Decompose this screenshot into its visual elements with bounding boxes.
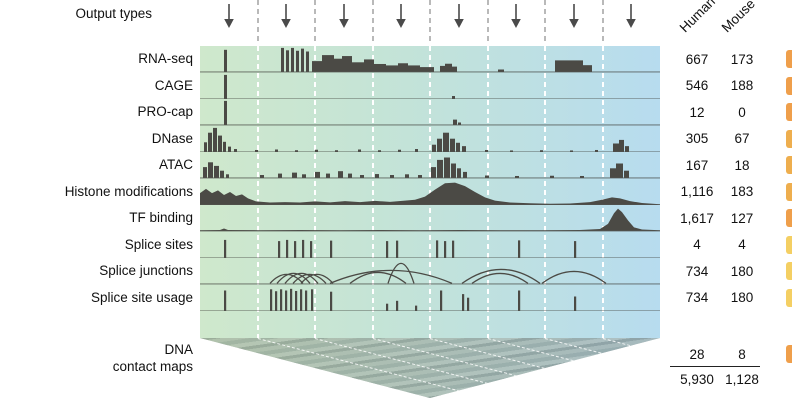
total-human: 5,930 <box>680 372 714 387</box>
track-tf-binding <box>200 208 660 232</box>
mouse-count: 180 <box>730 263 754 279</box>
down-arrow-icon <box>511 4 522 28</box>
human-count: 305 <box>685 131 709 147</box>
track-splice-sites <box>200 239 660 258</box>
track-splice-site-usage <box>200 288 660 311</box>
total-mouse: 1,128 <box>725 372 759 387</box>
human-count: 4 <box>693 237 701 253</box>
track-splice-junctions <box>200 262 660 285</box>
human-count: 734 <box>685 290 709 306</box>
row-color-chip <box>786 345 792 363</box>
human-count: 167 <box>685 157 709 173</box>
human-count: 667 <box>685 51 709 67</box>
down-arrow-icon <box>338 4 349 28</box>
track-pro-cap <box>200 100 660 126</box>
track-histone-modifications <box>200 182 660 205</box>
mouse-count: 67 <box>734 131 750 147</box>
output-types-label: Output types <box>75 6 152 21</box>
row-label: PRO-cap <box>137 104 193 119</box>
section-divider-dash <box>256 0 259 44</box>
human-count: 12 <box>689 104 705 120</box>
human-count: 546 <box>685 78 709 94</box>
row-label-line: contact maps <box>112 358 193 374</box>
row-color-chip <box>786 129 792 148</box>
track-atac <box>200 157 660 179</box>
down-arrow-icon <box>626 4 637 28</box>
row-label: RNA-seq <box>138 51 193 66</box>
section-divider-dash <box>256 46 259 338</box>
track-rna-seq <box>200 47 660 73</box>
row-label: DNA contact maps <box>0 342 193 375</box>
mouse-count: 127 <box>730 210 754 226</box>
row-label: Histone modifications <box>64 183 193 199</box>
section-divider-dash <box>314 46 316 338</box>
row-color-chip <box>786 50 792 69</box>
row-label: TF binding <box>129 210 193 225</box>
section-divider-dash <box>601 0 604 44</box>
down-arrow-icon <box>453 4 464 28</box>
mouse-count: 180 <box>730 290 754 306</box>
track-cage <box>200 74 660 99</box>
row-label: Splice site usage <box>90 289 193 305</box>
section-divider-dash <box>544 0 546 44</box>
mouse-count: 188 <box>730 78 754 94</box>
section-divider-dash <box>429 0 431 44</box>
row-label: Splice sites <box>124 236 193 252</box>
row-label: CAGE <box>154 77 193 93</box>
down-arrow-icon <box>568 4 579 28</box>
row-label: DNase <box>151 130 193 146</box>
row-color-chip <box>786 156 792 175</box>
human-count: 1,116 <box>680 184 714 200</box>
down-arrow-icon <box>396 4 407 28</box>
human-count: 1,617 <box>680 210 714 226</box>
mouse-count: 18 <box>734 157 750 173</box>
down-arrow-icon <box>281 4 292 28</box>
mouse-count: 4 <box>738 237 746 253</box>
section-divider-dash <box>371 46 374 338</box>
human-count: 734 <box>685 263 709 279</box>
section-divider-dash <box>486 0 489 44</box>
row-color-chip <box>786 103 792 122</box>
row-color-chip <box>786 182 792 201</box>
section-divider-dash <box>486 46 489 338</box>
section-divider-dash <box>544 46 546 338</box>
row-color-chip <box>786 209 792 228</box>
human-count: 28 <box>689 347 705 362</box>
section-divider-dash <box>601 46 604 338</box>
mouse-count: 183 <box>730 184 754 200</box>
down-arrow-icon <box>223 4 234 28</box>
section-divider-dash <box>314 0 316 44</box>
mouse-count: 173 <box>730 51 754 67</box>
totals-divider <box>670 366 760 368</box>
row-label-line: DNA <box>164 342 193 357</box>
row-label: Splice junctions <box>99 263 193 278</box>
section-divider-dash <box>371 0 374 44</box>
row-color-chip <box>786 235 792 254</box>
row-label: ATAC <box>158 157 193 172</box>
row-color-chip <box>786 262 792 281</box>
mouse-count: 0 <box>738 104 746 120</box>
track-area <box>200 46 660 338</box>
row-color-chip <box>786 288 792 307</box>
section-divider-dash <box>429 46 431 338</box>
mouse-count: 8 <box>738 347 746 362</box>
row-color-chip <box>786 76 792 95</box>
track-dnase <box>200 127 660 152</box>
